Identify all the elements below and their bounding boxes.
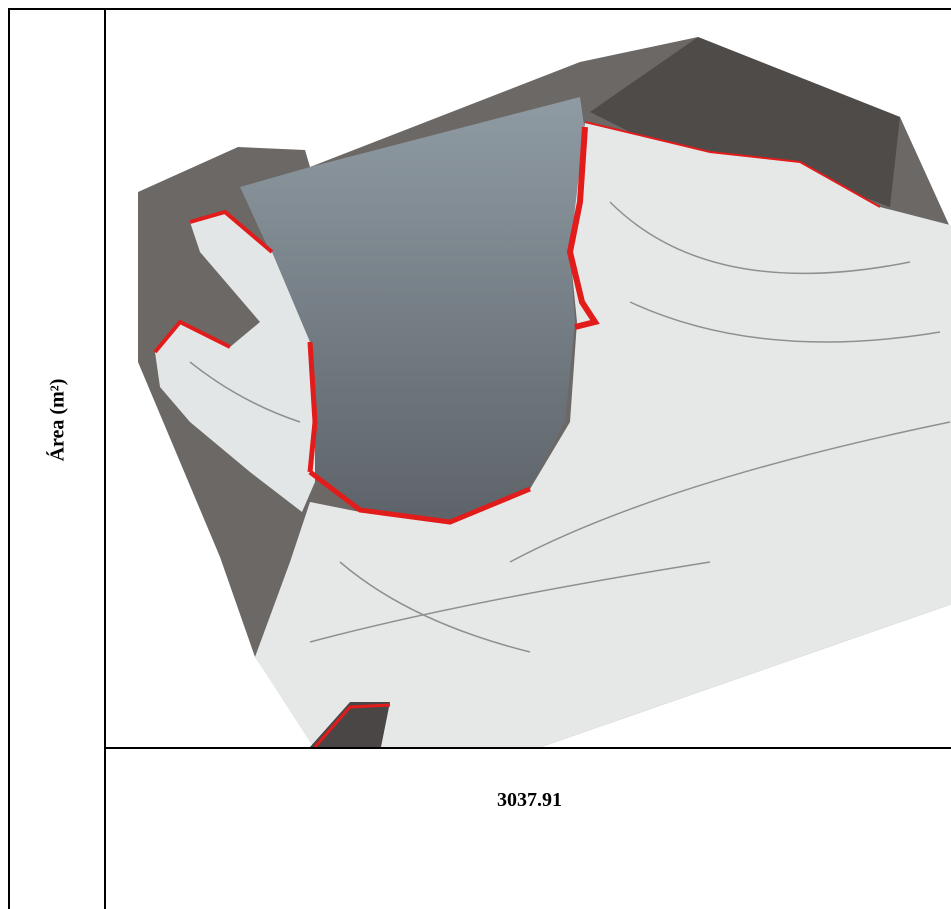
table: Área (m²) 3037.91 (8, 8, 951, 909)
value-cell: 3037.91 (106, 747, 951, 909)
label-cell: Área (m²) (10, 10, 106, 909)
area-value: 3037.91 (106, 789, 951, 812)
row-label: Área (m²) (47, 379, 70, 462)
page: Área (m²) 3037.91 (() => { const data = … (0, 0, 951, 909)
aerial-image (106, 10, 951, 747)
